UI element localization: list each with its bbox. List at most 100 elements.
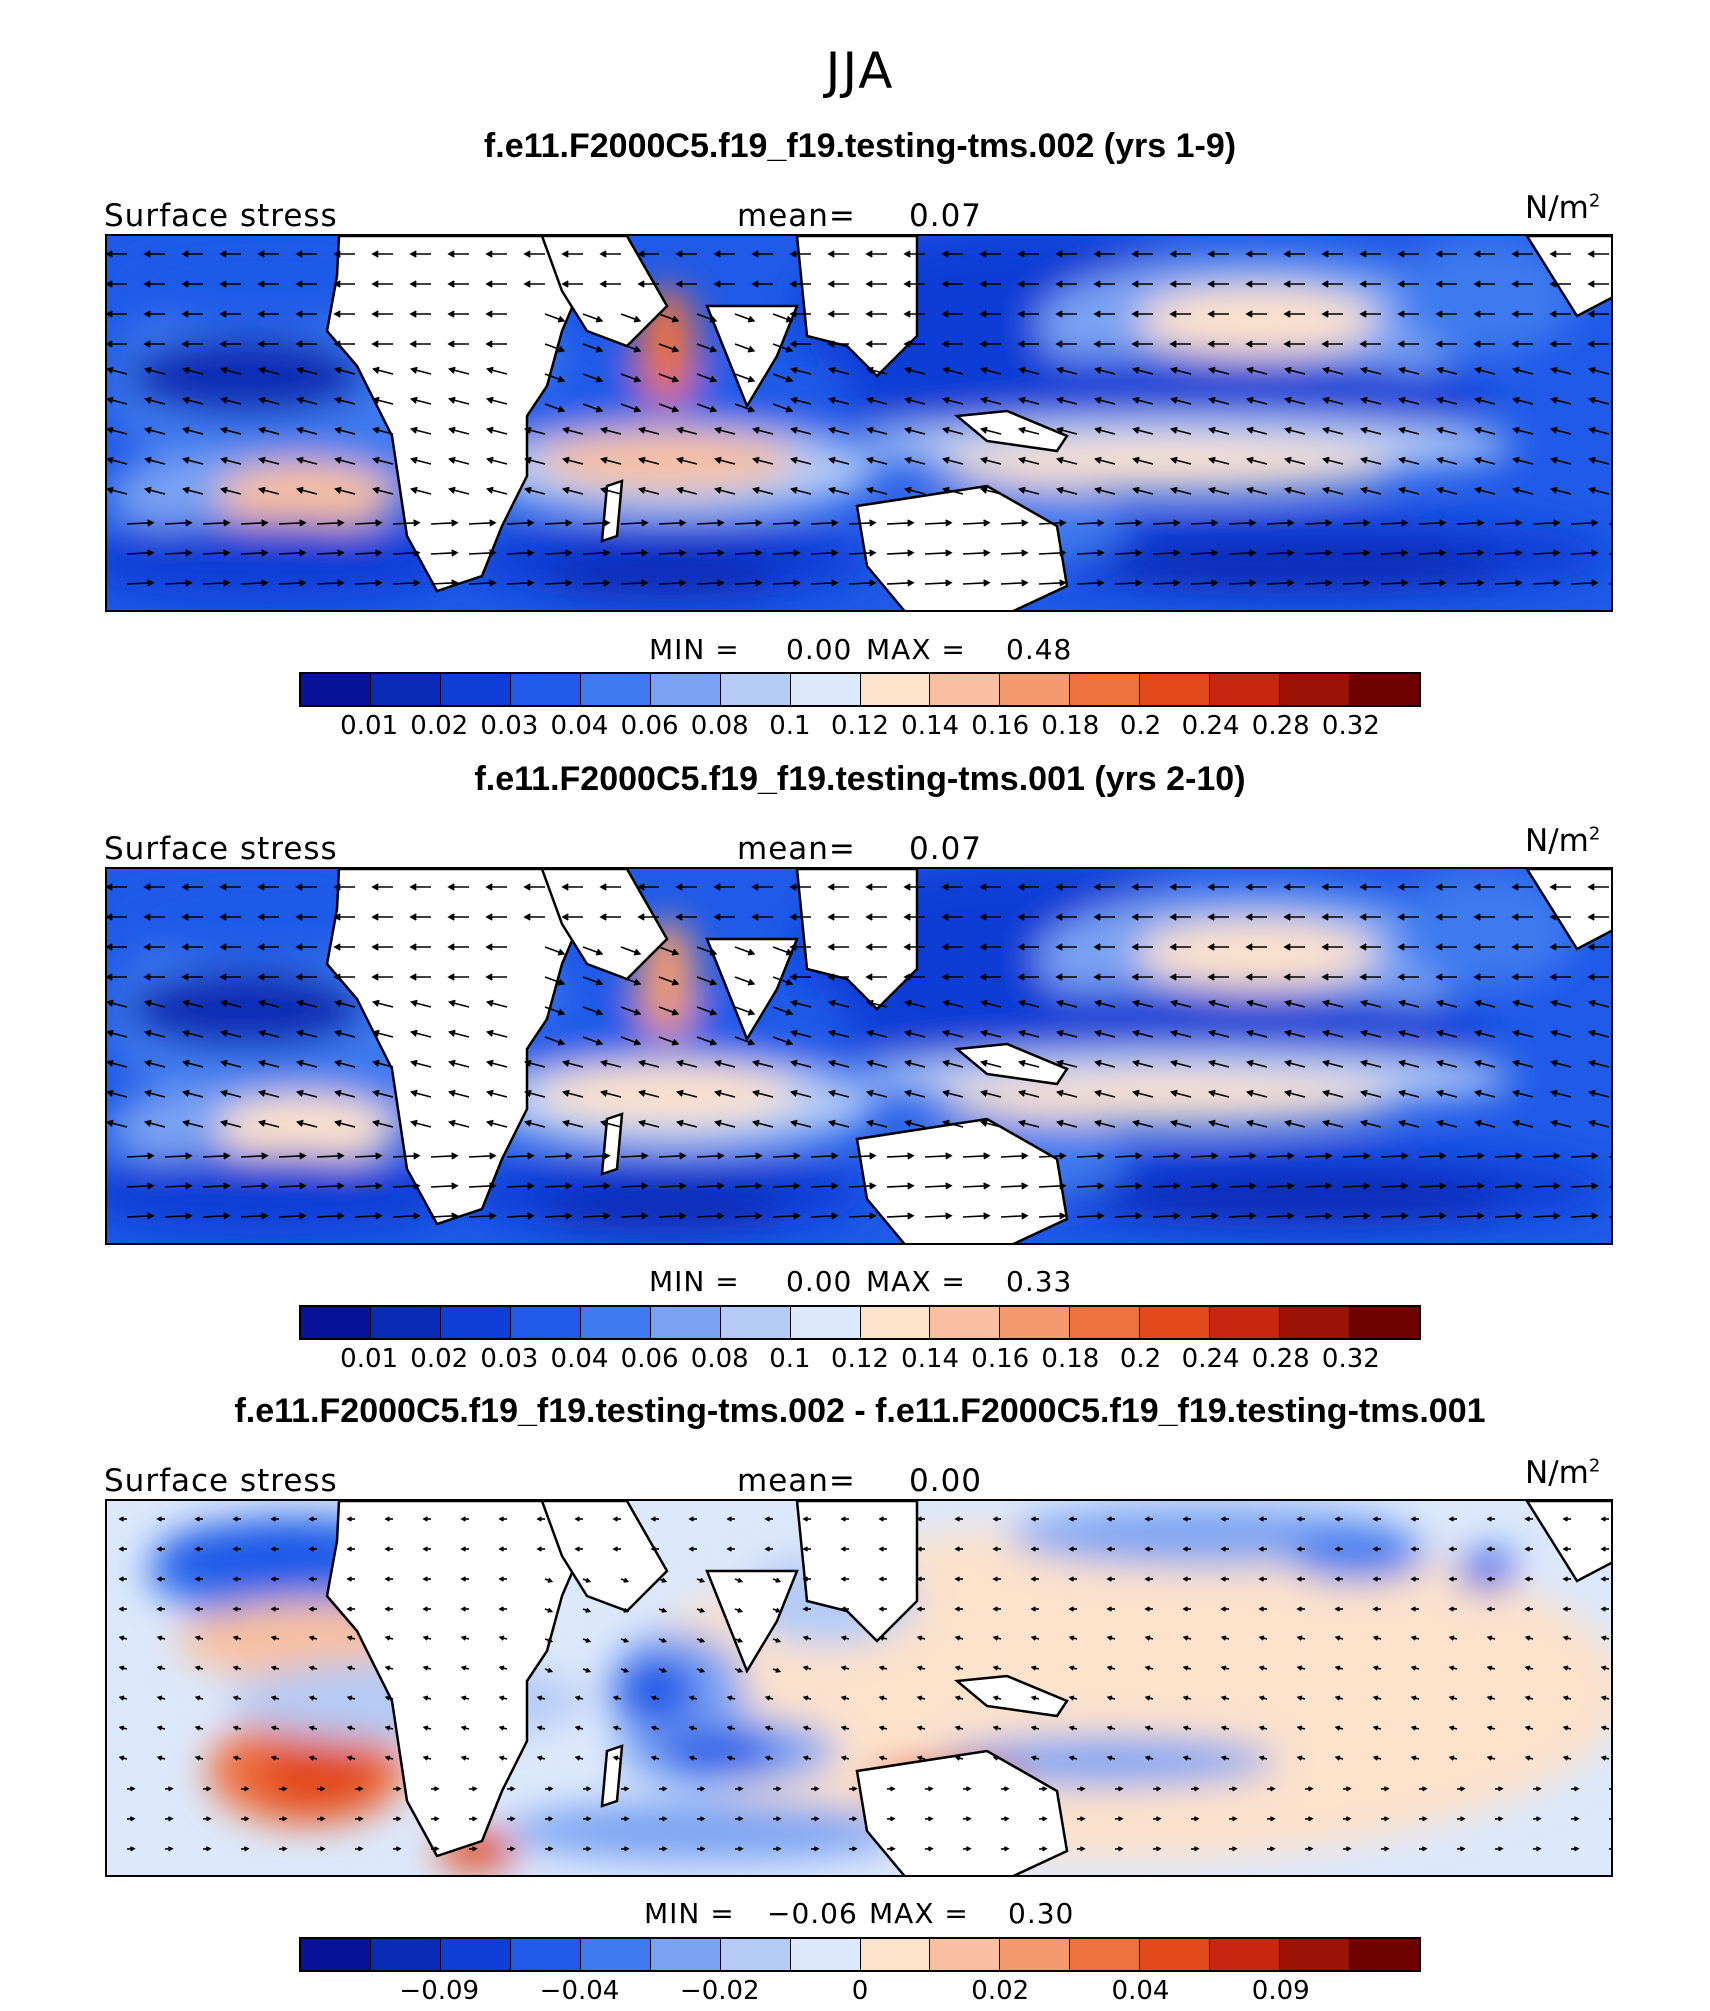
vector-arrowhead (346, 1576, 352, 1582)
vector-arrowhead (270, 1665, 277, 1671)
vector-arrowhead (1372, 1725, 1379, 1731)
vector-arrowhead (1401, 1152, 1409, 1160)
vector-arrowhead (1246, 1029, 1254, 1037)
panel-3-colorbar (299, 1937, 1421, 1972)
landmass-india (705, 1569, 799, 1674)
vector-arrowhead (789, 340, 797, 348)
vector-arrowhead (789, 973, 797, 981)
vector-arrowhead (1562, 1576, 1568, 1582)
vector-arrowhead (527, 519, 535, 527)
vector-arrowhead (1588, 1119, 1596, 1127)
vector-arrowhead (904, 456, 912, 464)
vector-arrowhead (1173, 1212, 1181, 1220)
vector-arrowhead (1283, 943, 1291, 951)
vector-arrowhead (371, 883, 379, 891)
vector-arrowhead (308, 1516, 314, 1522)
vector-arrowhead (308, 1725, 315, 1731)
vector-arrowhead (903, 310, 911, 318)
vector-arrowhead (219, 340, 227, 348)
vector-arrowhead (1258, 1665, 1265, 1671)
vector-arrowhead (565, 579, 573, 587)
vector-arrowhead (738, 1846, 744, 1852)
vector-arrowhead (1334, 1576, 1340, 1582)
vector-arrowhead (1359, 280, 1367, 288)
vector-arrowhead (536, 1725, 543, 1731)
contour-blob (127, 336, 367, 416)
vector-arrowhead (337, 549, 345, 557)
colorbar-tick-label: 0.06 (620, 1344, 679, 1374)
vector-arrowhead (219, 973, 227, 981)
vector-arrowhead (410, 1059, 418, 1067)
landmass-asia (795, 236, 919, 378)
vector-arrowhead (865, 310, 873, 318)
vector-arrowhead (992, 1725, 999, 1731)
vector-arrowhead (878, 1665, 885, 1671)
vector-arrowhead (907, 1212, 915, 1220)
vector-arrowhead (299, 579, 307, 587)
vector-arrowhead (561, 280, 569, 288)
vector-arrowhead (1473, 913, 1481, 921)
vector-arrowhead (485, 280, 493, 288)
vector-arrowhead (907, 1152, 915, 1160)
vector-arrowhead (1372, 1516, 1378, 1522)
vector-arrowhead (903, 973, 911, 981)
colorbar-tick-label: 0.02 (410, 711, 469, 741)
vector-arrowhead (1474, 366, 1482, 374)
vector-arrowhead (1211, 519, 1219, 527)
vector-arrowhead (185, 1212, 193, 1220)
vector-arrowhead (107, 486, 114, 494)
vector-arrowhead (261, 519, 269, 527)
vector-arrowhead (827, 250, 835, 258)
vector-arrowhead (1360, 1059, 1368, 1067)
vector-arrowhead (662, 1816, 668, 1822)
vector-arrowhead (448, 456, 456, 464)
vector-arrowhead (755, 519, 763, 527)
vector-arrowhead (489, 519, 497, 527)
vector-arrowhead (1056, 426, 1064, 434)
vector-arrowhead (1325, 519, 1333, 527)
vector-arrowhead (346, 1546, 352, 1552)
vector-arrowhead (257, 973, 265, 981)
vector-arrowhead (1439, 1212, 1447, 1220)
vector-arrowhead (118, 1755, 125, 1761)
landmass-asia (795, 1501, 919, 1643)
vector-arrowhead (726, 1546, 732, 1552)
vector-arrowhead (489, 549, 497, 557)
vector-arrowhead (983, 1212, 991, 1220)
vector-arrowhead (1334, 1516, 1340, 1522)
panel-2-mean-value: 0.07 (909, 831, 983, 867)
colorbar-swatch (580, 1307, 651, 1338)
vector-arrowhead (346, 1725, 353, 1731)
vector-arrowhead (1600, 1516, 1606, 1522)
vector-arrowhead (1283, 280, 1291, 288)
vector-arrowhead (1018, 1029, 1026, 1037)
vector-arrowhead (220, 366, 228, 374)
vector-arrowhead (941, 340, 949, 348)
vector-arrowhead (1363, 579, 1371, 587)
vector-arrowhead (1334, 1755, 1341, 1761)
vector-arrowhead (1182, 1635, 1189, 1641)
vector-arrowhead (775, 1607, 782, 1613)
colorbar-tick-label: 0.08 (690, 711, 749, 741)
vector-arrowhead (1021, 1152, 1029, 1160)
vector-arrowhead (747, 375, 756, 383)
vector-arrowhead (595, 948, 604, 956)
vector-arrowhead (1207, 340, 1215, 348)
vector-arrowhead (1436, 1059, 1444, 1067)
vector-arrowhead (1372, 1695, 1379, 1701)
vector-arrowhead (1211, 1182, 1219, 1190)
vector-arrowhead (375, 549, 383, 557)
vector-arrowhead (709, 375, 718, 383)
vector-arrowhead (118, 1725, 125, 1731)
vector-arrowhead (447, 883, 455, 891)
vector-arrowhead (447, 280, 455, 288)
vector-arrowhead (1246, 366, 1254, 374)
vector-arrowhead (371, 310, 379, 318)
vector-arrowhead (181, 340, 189, 348)
vector-arrowhead (1372, 1635, 1379, 1641)
vector-arrowhead (1056, 1029, 1064, 1037)
vector-arrowhead (219, 250, 227, 258)
vector-arrowhead (1398, 486, 1406, 494)
vector-arrowhead (1515, 549, 1523, 557)
vector-arrowhead (299, 1182, 307, 1190)
